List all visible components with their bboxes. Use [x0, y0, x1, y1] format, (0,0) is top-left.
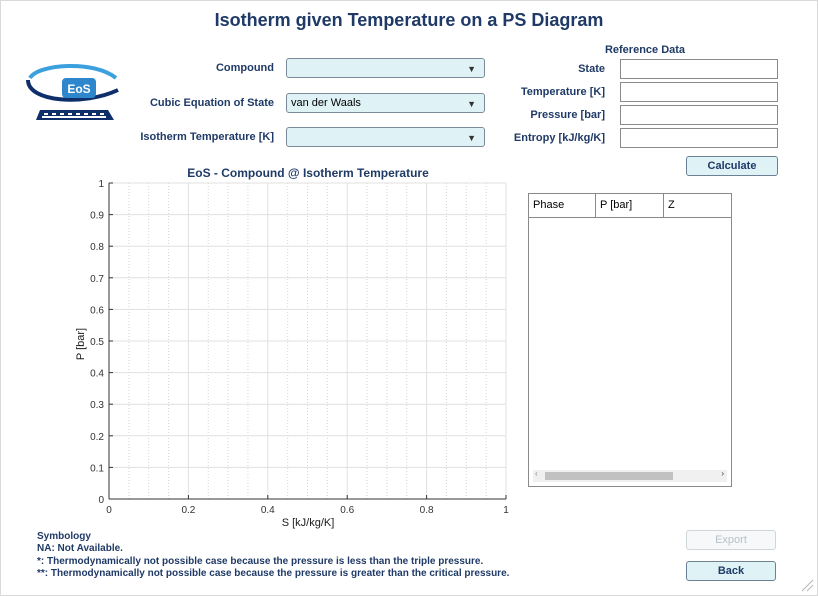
compound-label: Compound [215, 62, 274, 74]
chevron-left-icon[interactable]: ‹ [535, 469, 538, 478]
chart-grid [109, 182, 507, 499]
temp-label: Isotherm Temperature [K] [140, 131, 274, 143]
y-tick-label: 0 [98, 495, 104, 506]
y-tick-label: 0.8 [90, 242, 104, 253]
compound-dropdown[interactable]: ▼ [286, 58, 485, 78]
chevron-right-icon[interactable]: › [721, 469, 724, 478]
eos-dropdown[interactable]: van der Waals ▼ [286, 93, 485, 113]
x-tick-label: 0.4 [261, 505, 275, 516]
column-header-z[interactable]: Z [668, 199, 675, 211]
page-title: Isotherm given Temperature on a PS Diagr… [214, 10, 604, 30]
symbology-single-star: *: Thermodynamically not possible case b… [37, 556, 484, 567]
symbology-na: NA: Not Available. [37, 543, 123, 554]
entropy-field[interactable] [620, 128, 778, 148]
caret-down-icon: ▼ [467, 64, 476, 74]
column-header-pressure[interactable]: P [bar] [596, 194, 664, 217]
column-header-phase[interactable]: Phase [529, 194, 596, 217]
chart-ticks: 0 0.1 0.2 0.3 0.4 0.5 0.6 0.7 0.8 0.9 1 0 0.2 0.4 0.6 0… [90, 179, 509, 516]
y-axis-label: P [bar] [75, 328, 87, 360]
x-tick-label: 0.6 [340, 505, 354, 516]
calculate-button[interactable]: Calculate [686, 156, 778, 176]
ps-diagram-chart: EoS - Compound @ Isotherm Temperature 00… [75, 166, 509, 529]
y-tick-label: 0.2 [90, 432, 104, 443]
x-tick-label: 1 [503, 505, 509, 516]
eos-logo: EoS [24, 62, 124, 126]
pressure-field[interactable] [620, 105, 778, 125]
eos-value: van der Waals [291, 97, 361, 109]
symbology-heading: Symbology [37, 531, 91, 542]
scrollbar-thumb[interactable] [545, 472, 673, 480]
back-button[interactable]: Back [686, 561, 776, 581]
resize-grip-icon[interactable] [800, 578, 814, 592]
state-field[interactable] [620, 59, 778, 79]
x-tick-label: 0.8 [420, 505, 434, 516]
logo-graphic: EoS [26, 63, 119, 120]
eos-label: Cubic Equation of State [149, 97, 274, 109]
pressure-label: Pressure [bar] [530, 109, 605, 121]
table-header: Phase P [bar] Z [529, 194, 731, 218]
y-tick-label: 0.4 [90, 369, 104, 380]
x-axis-label: S [kJ/kg/K] [282, 517, 335, 529]
chart-title: EoS - Compound @ Isotherm Temperature [187, 166, 429, 180]
temp-dropdown[interactable]: ▼ [286, 127, 485, 147]
temperature-label: Temperature [K] [520, 86, 605, 98]
horizontal-scrollbar[interactable]: ‹ › [533, 469, 727, 482]
y-tick-label: 0.1 [90, 463, 104, 474]
y-tick-label: 0.9 [90, 211, 104, 222]
results-table[interactable]: Phase P [bar] Z ‹ › [528, 193, 732, 487]
caret-down-icon: ▼ [467, 99, 476, 109]
y-tick-label: 0.7 [90, 274, 104, 285]
y-tick-label: 0.3 [90, 400, 104, 411]
y-tick-label: 0.5 [90, 337, 104, 348]
x-tick-label: 0 [106, 505, 112, 516]
logo-text: EoS [67, 82, 90, 96]
temperature-field[interactable] [620, 82, 778, 102]
entropy-label: Entropy [kJ/kg/K] [513, 132, 605, 144]
export-button[interactable]: Export [686, 530, 776, 550]
y-tick-label: 0.6 [90, 305, 104, 316]
x-tick-label: 0.2 [181, 505, 195, 516]
reference-heading: Reference Data [604, 44, 686, 56]
caret-down-icon: ▼ [467, 133, 476, 143]
y-tick-label: 1 [98, 179, 104, 190]
state-label: State [578, 63, 605, 75]
symbology-double-star: **: Thermodynamically not possible case … [37, 568, 510, 579]
